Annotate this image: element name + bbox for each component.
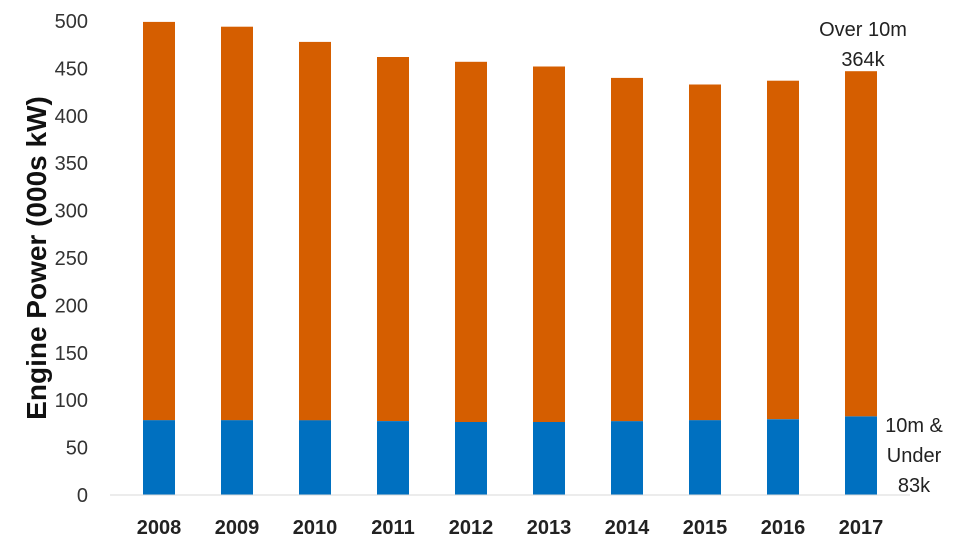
y-tick-label: 350 xyxy=(55,153,88,175)
bar-segment-under-10m-2017 xyxy=(845,416,877,495)
bars xyxy=(143,21,877,495)
y-tick-label: 200 xyxy=(55,295,88,317)
bar-segment-over-10m-2017 xyxy=(845,71,877,417)
y-tick-label: 300 xyxy=(55,201,88,223)
x-tick-label: 2017 xyxy=(839,517,884,539)
annotation-over-10m-line: 364k xyxy=(841,49,885,71)
annotation-under-10m-line: Under xyxy=(887,445,942,467)
bar-segment-over-10m-2013 xyxy=(533,66,565,422)
x-axis-ticks: 2008 2009 2010 2011 2012 2013 2014 2015 2016 2017 xyxy=(137,517,884,539)
y-tick-label: 250 xyxy=(55,248,88,270)
y-tick-label: 150 xyxy=(55,343,88,365)
x-tick-label: 2015 xyxy=(683,517,728,539)
y-axis-label: Engine Power (000s kW) xyxy=(21,96,52,420)
x-tick-label: 2009 xyxy=(215,517,260,539)
bar-segment-under-10m-2010 xyxy=(299,420,331,495)
annotation-under-10m-line: 83k xyxy=(898,475,931,497)
annotations: Over 10m 364k 10m & Under 83k xyxy=(819,19,943,497)
bar-segment-under-10m-2014 xyxy=(611,421,643,495)
y-tick-label: 0 xyxy=(77,485,88,507)
bar-segment-under-10m-2013 xyxy=(533,422,565,495)
annotation-under-10m-line: 10m & xyxy=(885,415,943,437)
y-tick-label: 400 xyxy=(55,106,88,128)
bar-segment-over-10m-2014 xyxy=(611,77,643,422)
y-tick-label: 450 xyxy=(55,58,88,80)
y-tick-label: 500 xyxy=(55,11,88,33)
bar-segment-under-10m-2016 xyxy=(767,419,799,495)
bar-segment-over-10m-2010 xyxy=(299,41,331,421)
bar-segment-over-10m-2012 xyxy=(455,61,487,423)
y-tick-label: 100 xyxy=(55,390,88,412)
x-tick-label: 2016 xyxy=(761,517,806,539)
bar-segment-under-10m-2008 xyxy=(143,420,175,495)
bar-segment-over-10m-2016 xyxy=(767,80,799,420)
x-tick-label: 2008 xyxy=(137,517,182,539)
x-tick-label: 2010 xyxy=(293,517,338,539)
bar-segment-over-10m-2008 xyxy=(143,21,175,421)
x-tick-label: 2014 xyxy=(605,517,650,539)
bar-segment-under-10m-2012 xyxy=(455,422,487,495)
x-tick-label: 2013 xyxy=(527,517,572,539)
x-tick-label: 2012 xyxy=(449,517,494,539)
bar-segment-under-10m-2015 xyxy=(689,420,721,495)
annotation-over-10m-line: Over 10m xyxy=(819,19,907,41)
y-axis-ticks: 0 50 100 150 200 250 300 350 400 450 500 xyxy=(55,11,88,507)
y-tick-label: 50 xyxy=(66,438,88,460)
bar-segment-over-10m-2011 xyxy=(377,57,409,421)
x-tick-label: 2011 xyxy=(371,517,414,539)
bar-segment-over-10m-2009 xyxy=(221,26,253,421)
bar-segment-under-10m-2011 xyxy=(377,421,409,495)
bar-segment-under-10m-2009 xyxy=(221,420,253,495)
y-axis-label-group: Engine Power (000s kW) xyxy=(21,96,52,420)
bar-segment-over-10m-2015 xyxy=(689,84,721,421)
